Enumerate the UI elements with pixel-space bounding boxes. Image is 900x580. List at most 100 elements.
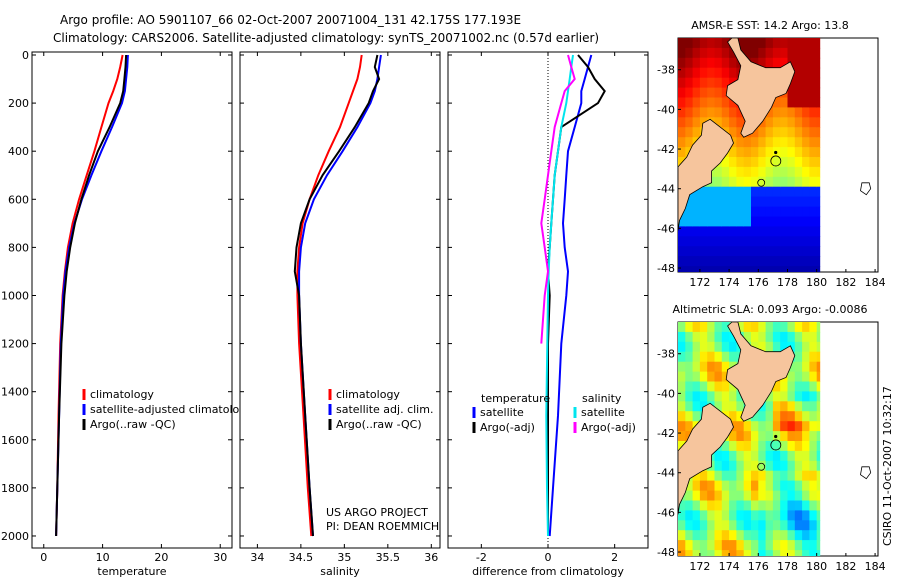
heatmap-cell bbox=[809, 460, 818, 472]
heatmap-cell bbox=[765, 147, 774, 158]
heatmap-cell bbox=[772, 157, 781, 168]
heatmap-cell bbox=[802, 266, 810, 272]
heatmap-cell bbox=[699, 266, 708, 272]
heatmap-cell bbox=[772, 206, 781, 218]
heatmap-cell bbox=[794, 361, 803, 373]
north-island-landmass bbox=[725, 321, 796, 422]
heatmap-cell bbox=[772, 500, 781, 511]
heatmap-cell bbox=[685, 530, 694, 541]
heatmap-cell bbox=[780, 431, 789, 442]
heatmap-cell bbox=[780, 322, 789, 333]
heatmap-cell bbox=[794, 157, 803, 168]
legend-title-salinity: salinity bbox=[582, 392, 622, 405]
heatmap-cell bbox=[809, 490, 818, 502]
heatmap-cell bbox=[714, 450, 723, 462]
heatmap-cell bbox=[802, 331, 810, 343]
legend-label: Argo(..raw -QC) bbox=[336, 418, 422, 431]
x-tick-label: 178 bbox=[777, 276, 798, 289]
heatmap-cell bbox=[729, 381, 737, 392]
heatmap-cell bbox=[736, 450, 745, 462]
heatmap-cell bbox=[721, 157, 730, 168]
x-tick-label: 182 bbox=[835, 276, 856, 289]
legend-label: satellite-adjusted climatology bbox=[90, 403, 253, 416]
heatmap-cell bbox=[736, 147, 745, 158]
heatmap-cell bbox=[772, 530, 781, 541]
heatmap-cell bbox=[714, 322, 723, 333]
heatmap-cell bbox=[758, 246, 767, 257]
heatmap-cell bbox=[721, 322, 730, 333]
chatham-island-outline bbox=[860, 182, 872, 196]
heatmap-cell bbox=[714, 500, 723, 511]
heatmap-cell bbox=[802, 77, 810, 89]
heatmap-cell bbox=[758, 196, 767, 208]
heatmap-cell bbox=[678, 216, 686, 227]
heatmap-cell bbox=[802, 550, 810, 556]
credit-line-1: US ARGO PROJECT bbox=[326, 506, 428, 519]
heatmap-cell bbox=[816, 331, 821, 343]
heatmap-cell bbox=[736, 421, 745, 432]
heatmap-cell bbox=[772, 381, 781, 392]
heatmap-cell bbox=[714, 490, 723, 502]
heatmap-cell bbox=[780, 381, 789, 392]
heatmap-cell bbox=[772, 322, 781, 333]
heatmap-cell bbox=[765, 176, 774, 188]
heatmap-cell bbox=[743, 490, 752, 502]
heatmap-cell bbox=[758, 137, 767, 148]
header-line-1: Argo profile: AO 5901107_66 02-Oct-2007 … bbox=[60, 13, 521, 27]
heatmap-cell bbox=[685, 351, 694, 363]
heatmap-cell bbox=[809, 450, 818, 462]
heatmap-cell bbox=[736, 520, 745, 531]
heatmap-cell bbox=[692, 38, 701, 49]
heatmap-cell bbox=[758, 540, 767, 551]
x-tick-label: 35.5 bbox=[376, 551, 401, 564]
heatmap-cell bbox=[816, 351, 821, 363]
heatmap-cell bbox=[794, 266, 803, 272]
heatmap-cell bbox=[816, 540, 821, 551]
x-tick-label: 180 bbox=[806, 560, 827, 573]
heatmap-cell bbox=[794, 176, 803, 188]
heatmap-cell bbox=[699, 256, 708, 267]
heatmap-cell bbox=[678, 361, 686, 373]
heatmap-cell bbox=[772, 196, 781, 208]
heatmap-cell bbox=[743, 266, 752, 272]
heatmap-cell bbox=[802, 107, 810, 118]
x-tick-label: 176 bbox=[748, 560, 769, 573]
y-tick-label: -38 bbox=[657, 348, 675, 361]
heatmap-cell bbox=[699, 371, 708, 383]
legend-label: climatology bbox=[336, 388, 400, 401]
heatmap-cell bbox=[816, 176, 821, 188]
heatmap-cell bbox=[772, 266, 781, 272]
heatmap-cell bbox=[736, 107, 745, 118]
heatmap-cell bbox=[809, 510, 818, 521]
heatmap-cell bbox=[802, 530, 810, 541]
heatmap-cell bbox=[685, 401, 694, 412]
heatmap-cell bbox=[794, 460, 803, 472]
heatmap-cell bbox=[809, 166, 818, 178]
heatmap-cell bbox=[772, 127, 781, 138]
heatmap-cell bbox=[743, 47, 752, 59]
heatmap-cell bbox=[736, 176, 745, 188]
heatmap-cell bbox=[736, 490, 745, 502]
x-axis-label: salinity bbox=[320, 565, 360, 578]
heatmap-cell bbox=[758, 510, 767, 521]
heatmap-cell bbox=[758, 176, 767, 188]
heatmap-cell bbox=[736, 236, 745, 247]
heatmap-cell bbox=[721, 381, 730, 392]
series-line-argo-raw-qc- bbox=[293, 54, 381, 537]
heatmap-cell bbox=[765, 236, 774, 247]
heatmap-cell bbox=[816, 38, 821, 49]
heatmap-cell bbox=[751, 137, 759, 148]
heatmap-cell bbox=[692, 550, 701, 556]
heatmap-cell bbox=[729, 331, 737, 343]
heatmap-cell bbox=[707, 381, 716, 392]
heatmap-cell bbox=[751, 331, 759, 343]
heatmap-cell bbox=[772, 331, 781, 343]
heatmap-cell bbox=[816, 137, 821, 148]
heatmap-cell bbox=[699, 341, 708, 353]
heatmap-cell bbox=[758, 431, 767, 442]
heatmap-cell bbox=[692, 540, 701, 551]
heatmap-cell bbox=[751, 266, 759, 272]
heatmap-cell bbox=[736, 216, 745, 227]
heatmap-cell bbox=[678, 530, 686, 541]
legend-label: Argo(-adj) bbox=[581, 421, 636, 434]
